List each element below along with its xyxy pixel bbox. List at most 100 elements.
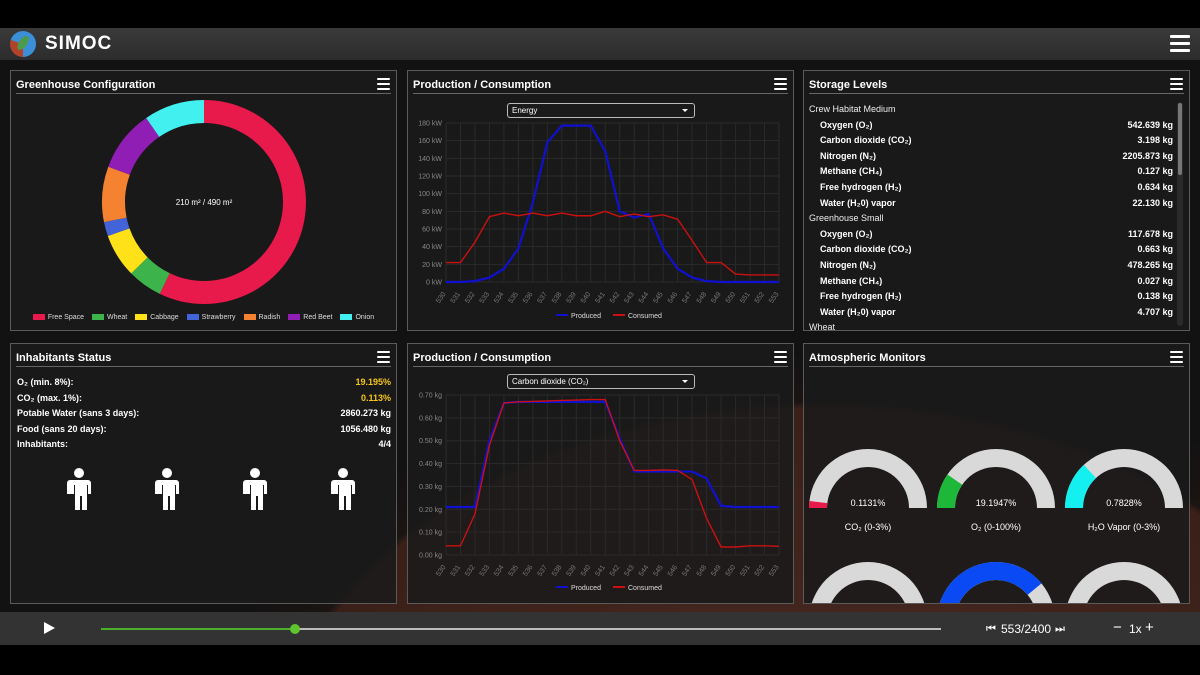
legend-item: Cabbage (135, 314, 179, 321)
step-back-icon[interactable]: ⏮ (986, 623, 996, 635)
legend-label: Strawberry (201, 314, 236, 321)
inhabitants-stats: O₂ (min. 8%): 19.195% CO₂ (max. 1%): 0.113%… (17, 375, 391, 453)
x-tick-label: 539 (566, 291, 578, 305)
legend-swatch (186, 314, 199, 321)
donut-slice[interactable] (102, 166, 130, 223)
gauge-fill (1065, 464, 1097, 508)
person-icon (243, 468, 267, 510)
panel-menu-icon[interactable] (377, 351, 390, 363)
stat-row: Food (sans 20 days): 1056.480 kg (17, 422, 391, 438)
x-tick-label: 552 (754, 564, 766, 578)
storage-value: 0.663 kg (1137, 244, 1173, 255)
x-tick-label: 535 (508, 564, 520, 578)
x-tick-label: 547 (681, 564, 693, 578)
y-tick-label: 120 kW (418, 174, 442, 181)
panel-menu-icon[interactable] (774, 351, 787, 363)
monitors-panel: Atmospheric Monitors 0.1131% CO₂ (0-3%) 19… (803, 343, 1190, 604)
gauge-fill (809, 501, 828, 508)
stat-row: O₂ (min. 8%): 19.195% (17, 375, 391, 391)
storage-value: 478.265 kg (1127, 259, 1173, 270)
inhabitants-icons (66, 468, 356, 510)
x-tick-label: 551 (739, 291, 751, 305)
gauge-label: H₂O Vapor (0-3%) (1088, 522, 1160, 532)
y-tick-label: 0.40 kg (419, 461, 442, 468)
x-tick-label: 553 (768, 564, 780, 578)
stat-label: O₂ (min. 8%): (17, 377, 74, 387)
storage-scrollbar[interactable] (1177, 102, 1183, 326)
y-tick-label: 0.10 kg (419, 530, 442, 537)
timeline-handle[interactable] (289, 624, 300, 634)
stat-row: Potable Water (sans 3 days): 2860.273 kg (17, 406, 391, 422)
gauge-track (1067, 562, 1181, 603)
x-tick-label: 549 (710, 564, 722, 578)
storage-row: Oxygen (O₂) 117.678 kg (809, 227, 1173, 243)
play-icon[interactable] (44, 622, 55, 634)
x-tick-label: 532 (464, 564, 476, 578)
storage-label: Methane (CH₄) (820, 275, 883, 286)
step-forward-icon[interactable]: ⏭ (1055, 623, 1065, 635)
main-menu-icon[interactable] (1170, 35, 1190, 53)
speed-decrease-button[interactable]: − (1113, 619, 1122, 636)
legend-swatch (135, 314, 148, 321)
storage-list: Crew Habitat Medium Oxygen (O₂) 542.639 kg… (809, 102, 1173, 336)
storage-value: 0.634 kg (1137, 181, 1173, 192)
legend-swatch (340, 314, 353, 321)
timeline-slider[interactable] (101, 624, 941, 634)
x-tick-label: 530 (435, 564, 447, 578)
stat-value: 0.113% (360, 392, 391, 403)
storage-value: 0.027 kg (1137, 275, 1173, 286)
app-header: SIMOC (0, 28, 1200, 60)
panel-menu-icon[interactable] (1170, 78, 1183, 90)
donut-slice[interactable] (146, 100, 204, 137)
stat-value: 4/4 (378, 439, 391, 449)
speed-increase-button[interactable]: + (1145, 619, 1154, 636)
donut-legend: Free Space Wheat Cabbage Strawberry Radish Re… (11, 314, 396, 321)
x-tick-label: 531 (450, 291, 462, 305)
y-tick-label: 0 kW (426, 280, 442, 287)
x-tick-label: 548 (696, 564, 708, 578)
y-tick-label: 0.50 kg (419, 438, 442, 445)
donut-slice[interactable] (104, 217, 130, 236)
legend-item: Radish (243, 314, 280, 321)
energy-line-chart: 530 531 532 533 534 535 536 537 538 539 540 541 542 5… (418, 121, 780, 321)
stat-label: Inhabitants: (17, 439, 68, 449)
storage-label: Oxygen (O₂) (820, 119, 873, 130)
x-tick-label: 545 (652, 291, 664, 305)
panel-menu-icon[interactable] (377, 78, 390, 90)
storage-value: 4.707 kg (1137, 306, 1173, 317)
currency-select[interactable]: Energy (507, 103, 695, 118)
gauge-track (811, 562, 925, 603)
x-tick-label: 545 (652, 564, 664, 578)
series-line-consumed (446, 398, 780, 548)
storage-row: Oxygen (O₂) 542.639 kg (809, 118, 1173, 134)
y-tick-label: 20 kW (422, 262, 442, 269)
storage-group-name: Crew Habitat Medium (809, 104, 896, 114)
y-tick-label: 0.30 kg (419, 484, 442, 491)
gauge-value: 19.1947% (976, 498, 1017, 508)
donut-slice[interactable] (108, 117, 160, 175)
co2-line-chart: 530 531 532 533 534 535 536 537 538 539 540 541 542 5… (419, 393, 781, 593)
storage-row: Methane (CH₄) 0.027 kg (809, 274, 1173, 290)
storage-label: Nitrogen (N₂) (820, 259, 876, 270)
storage-label: Carbon dioxide (CO₂) (820, 135, 912, 146)
legend-label: Free Space (47, 314, 84, 321)
y-tick-label: 0.60 kg (419, 415, 442, 422)
energy-panel: Production / Consumption Energy 530 531 53… (407, 70, 794, 331)
panel-title: Production / Consumption (413, 352, 552, 364)
storage-label: Free hydrogen (H₂) (820, 291, 902, 302)
donut-slice[interactable] (107, 228, 148, 274)
panel-title: Storage Levels (809, 79, 888, 91)
y-tick-label: 0.20 kg (419, 507, 442, 514)
divider (16, 93, 391, 94)
x-tick-label: 531 (450, 564, 462, 578)
donut-slice[interactable] (159, 100, 307, 304)
panel-menu-icon[interactable] (774, 78, 787, 90)
gauge-track (937, 449, 1055, 508)
x-tick-label: 546 (667, 291, 679, 305)
stat-row: Inhabitants: 4/4 (17, 437, 391, 453)
legend-label: Consumed (628, 585, 662, 592)
currency-select[interactable]: Carbon dioxide (CO₂) (507, 374, 695, 389)
x-tick-label: 547 (681, 291, 693, 305)
panel-menu-icon[interactable] (1170, 351, 1183, 363)
donut-slice[interactable] (131, 257, 170, 294)
